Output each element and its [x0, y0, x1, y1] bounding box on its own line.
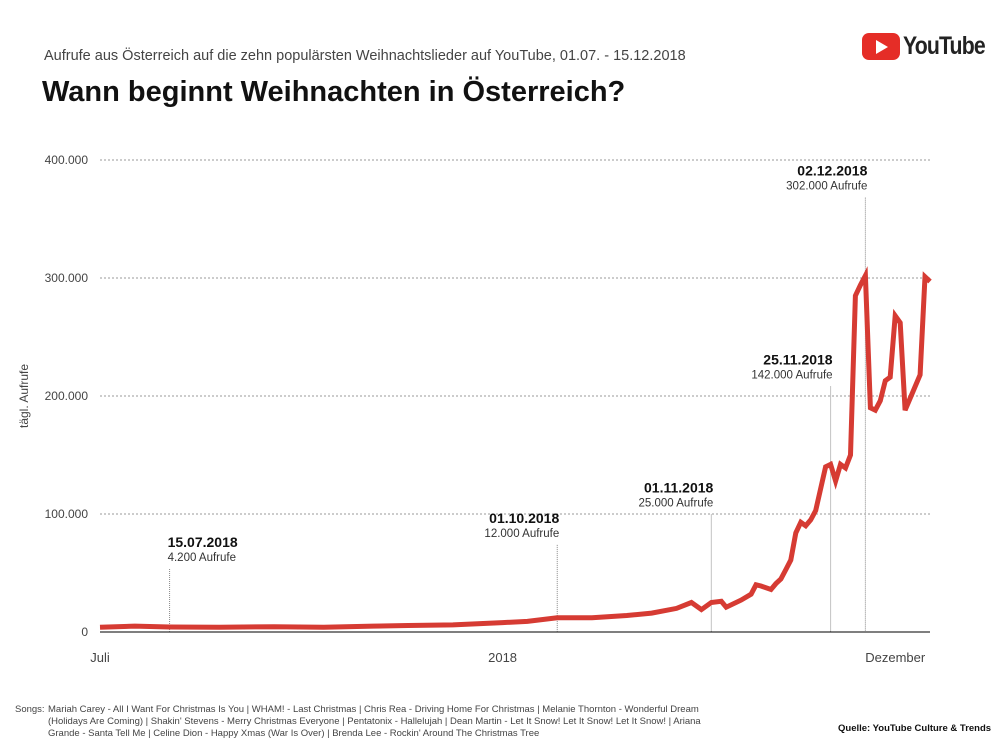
annotation-value: 25.000 Aufrufe: [639, 498, 714, 510]
y-tick-label: 100.000: [45, 507, 89, 521]
chart-title: Wann beginnt Weihnachten in Österreich?: [42, 76, 626, 108]
annotation-date: 02.12.2018: [797, 163, 867, 179]
x-tick-label: Juli: [90, 650, 110, 665]
y-tick-label: 200.000: [45, 389, 89, 403]
songs-label: Songs:: [15, 704, 45, 715]
source-note: Quelle: YouTube Culture & Trends: [838, 723, 992, 734]
annotation-value: 4.200 Aufrufe: [168, 552, 236, 564]
chart-subtitle: Aufrufe aus Österreich auf die zehn popu…: [44, 48, 686, 64]
songs-list: Mariah Carey - All I Want For Christmas …: [48, 704, 701, 739]
youtube-logo: YouTube: [862, 32, 996, 61]
youtube-logo-text: YouTube: [903, 32, 986, 60]
annotation-date: 01.10.2018: [489, 510, 559, 526]
y-tick-label: 400.000: [45, 153, 89, 167]
songs-footnote: Songs: Mariah Carey - All I Want For Chr…: [15, 704, 728, 740]
annotation-date: 01.11.2018: [644, 480, 714, 496]
x-tick-label: 2018: [488, 650, 517, 665]
y-axis-label: tägl. Aufrufe: [17, 364, 31, 428]
annotation-value: 12.000 Aufrufe: [484, 528, 559, 540]
annotation-date: 15.07.2018: [168, 534, 238, 550]
x-tick-label: Dezember: [865, 650, 926, 665]
annotation-value: 142.000 Aufrufe: [751, 369, 832, 381]
annotation-date: 25.11.2018: [763, 351, 833, 367]
youtube-play-icon: [862, 33, 900, 60]
y-tick-label: 300.000: [45, 271, 89, 285]
y-tick-label: 0: [81, 625, 88, 639]
series-line: [99, 266, 932, 630]
annotation-value: 302.000 Aufrufe: [786, 181, 867, 193]
